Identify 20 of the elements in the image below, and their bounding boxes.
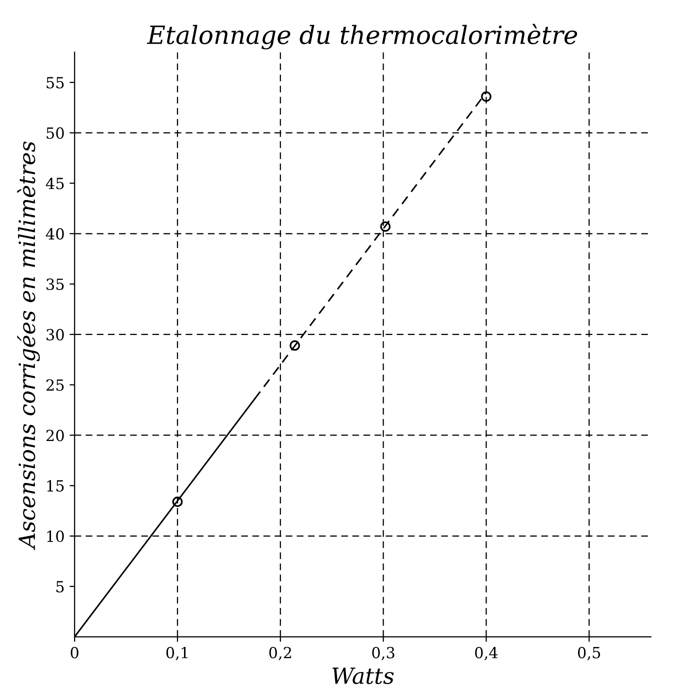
x-tick-label: 0,1	[166, 646, 188, 660]
y-tick-label: 30	[46, 328, 64, 340]
x-tick-label: 0,4	[475, 646, 498, 660]
y-tick-label: 5	[56, 581, 64, 592]
y-tick-label: 35	[46, 278, 64, 290]
y-tick-label: 10	[47, 530, 64, 542]
chart-title: Etalonnage du thermocalorimètre	[146, 24, 578, 50]
x-tick-label: 0,2	[269, 646, 292, 660]
y-tick-label: 25	[46, 379, 64, 391]
y-tick-label: 40	[46, 228, 64, 240]
y-tick-label: 50	[46, 127, 64, 139]
x-axis-title: Watts	[332, 668, 394, 684]
y-tick-label: 15	[47, 480, 64, 492]
y-tick-label: 55	[46, 77, 64, 88]
y-tick-label: 45	[46, 178, 64, 190]
x-tick-label: 0,3	[372, 646, 394, 660]
x-tick-label: 0	[70, 646, 78, 658]
y-tick-label: 20	[46, 430, 64, 442]
x-tick-label: 0,5	[578, 646, 600, 660]
y-axis-title: Ascensions corrigées en millimètres	[17, 141, 40, 550]
